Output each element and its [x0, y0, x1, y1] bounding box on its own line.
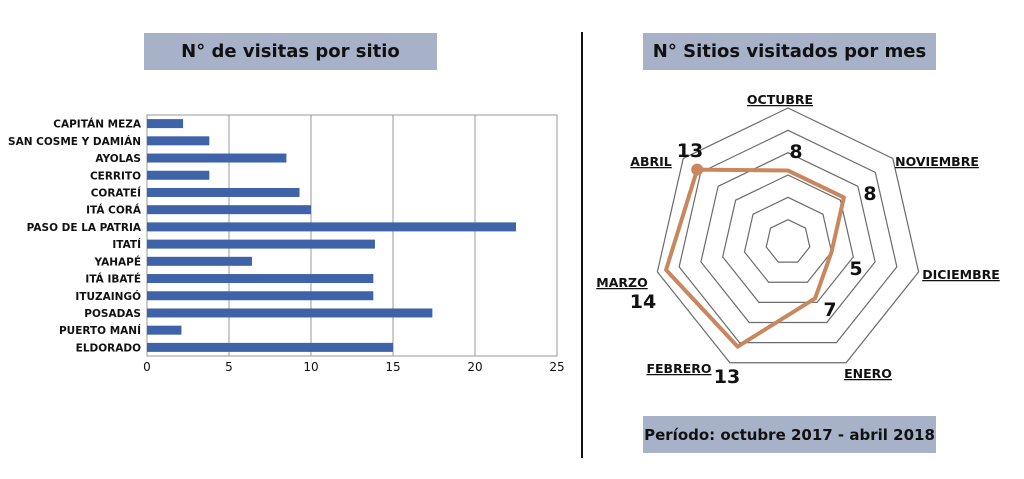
data-label: 5 [849, 258, 862, 280]
category-label: ELDORADO [76, 342, 141, 354]
bar [147, 170, 210, 180]
radar-grid-ring [656, 107, 920, 364]
category-label: ITATÍ [112, 238, 141, 251]
category-label: PUERTO MANÍ [59, 324, 141, 337]
bar [147, 291, 374, 301]
x-tick-label: 25 [549, 360, 564, 374]
axis-label: ABRIL [630, 154, 671, 169]
period-label: Período: octubre 2017 - abril 2018 [643, 416, 936, 453]
axis-label: MARZO [596, 275, 647, 290]
data-label: 7 [823, 299, 836, 321]
bar [147, 325, 182, 335]
axis-label: NOVIEMBRE [895, 154, 979, 169]
data-label: 13 [714, 366, 740, 388]
category-label: ITÁ IBATÉ [85, 273, 141, 286]
bar [147, 274, 374, 284]
category-label: PASO DE LA PATRIA [27, 222, 142, 234]
bar-chart-title: N° de visitas por sitio [144, 33, 437, 70]
bar [147, 239, 375, 249]
bar [147, 205, 311, 215]
radar-grid-ring [765, 219, 811, 263]
category-label: POSADAS [84, 308, 141, 320]
category-label: ITUZAINGÓ [75, 290, 141, 303]
radar-grid-ring [743, 196, 833, 283]
category-label: SAN COSME Y DAMIÁN [8, 135, 141, 148]
x-tick-label: 20 [467, 360, 482, 374]
radar-point-marker [691, 163, 704, 176]
data-label: 13 [677, 140, 703, 162]
radar-series-line [664, 167, 846, 349]
bar [147, 187, 300, 197]
data-label: 8 [789, 141, 802, 163]
bar [147, 342, 393, 352]
bar [147, 153, 287, 163]
category-label: CORATEÍ [91, 186, 141, 199]
axis-label: DICIEMBRE [922, 267, 1000, 282]
bar [147, 222, 516, 232]
bar [147, 136, 210, 146]
x-tick-label: 5 [225, 360, 233, 374]
axis-label: FEBRERO [646, 361, 711, 376]
bar-chart: 0 5 10 15 20 25 CAPITÁN MEZA SAN COSME Y DAMIÁN… [8, 114, 565, 374]
axis-label: OCTUBRE [747, 92, 813, 107]
axis-label: ENERO [844, 366, 892, 381]
category-label: AYOLAS [95, 153, 141, 165]
bar [147, 119, 184, 129]
divider [581, 32, 583, 458]
x-tick-label: 15 [385, 360, 400, 374]
bar [147, 256, 252, 266]
category-label: CERRITO [90, 170, 141, 182]
data-label: 8 [863, 183, 876, 205]
radar-chart-title: N° Sitios visitados por mes [643, 33, 936, 70]
category-label: CAPITÁN MEZA [53, 118, 142, 131]
x-tick-label: 0 [143, 360, 151, 374]
radar-grid-ring [700, 152, 876, 324]
category-label: ITÁ CORÁ [86, 204, 142, 217]
radar-grid-ring [678, 129, 898, 344]
x-tick-label: 10 [303, 360, 318, 374]
category-label: YAHAPÉ [93, 255, 141, 268]
data-label: 14 [630, 291, 656, 313]
bar [147, 308, 433, 318]
